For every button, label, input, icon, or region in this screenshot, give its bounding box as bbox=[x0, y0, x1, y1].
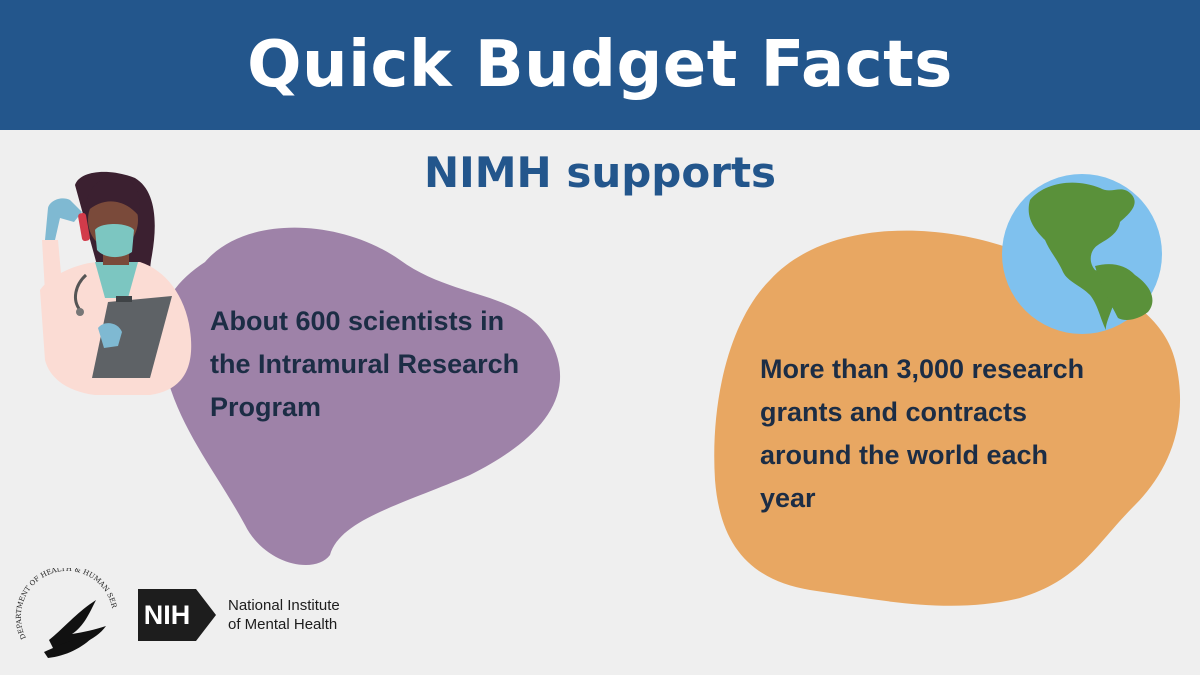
nih-abbr: NIH bbox=[138, 589, 196, 641]
subtitle-org: NIMH bbox=[423, 148, 552, 197]
subtitle-verb: supports bbox=[566, 148, 777, 197]
nih-logo: NIH National Institute of Mental Health bbox=[138, 589, 340, 641]
nih-institute-name: National Institute of Mental Health bbox=[228, 596, 340, 634]
subtitle: NIMH supports bbox=[0, 148, 1200, 197]
hhs-seal-icon: DEPARTMENT OF HEALTH & HUMAN SERVICES · … bbox=[14, 568, 118, 658]
nih-line-2: of Mental Health bbox=[228, 616, 338, 633]
page-title: Quick Budget Facts bbox=[247, 28, 953, 102]
fact-scientists: About 600 scientists in the Intramural R… bbox=[210, 306, 520, 422]
nih-arrow bbox=[196, 589, 216, 641]
nih-line-1: National Institute bbox=[228, 597, 340, 614]
header-banner: Quick Budget Facts bbox=[0, 0, 1200, 130]
fact-grants: More than 3,000 research grants and cont… bbox=[760, 354, 1085, 513]
